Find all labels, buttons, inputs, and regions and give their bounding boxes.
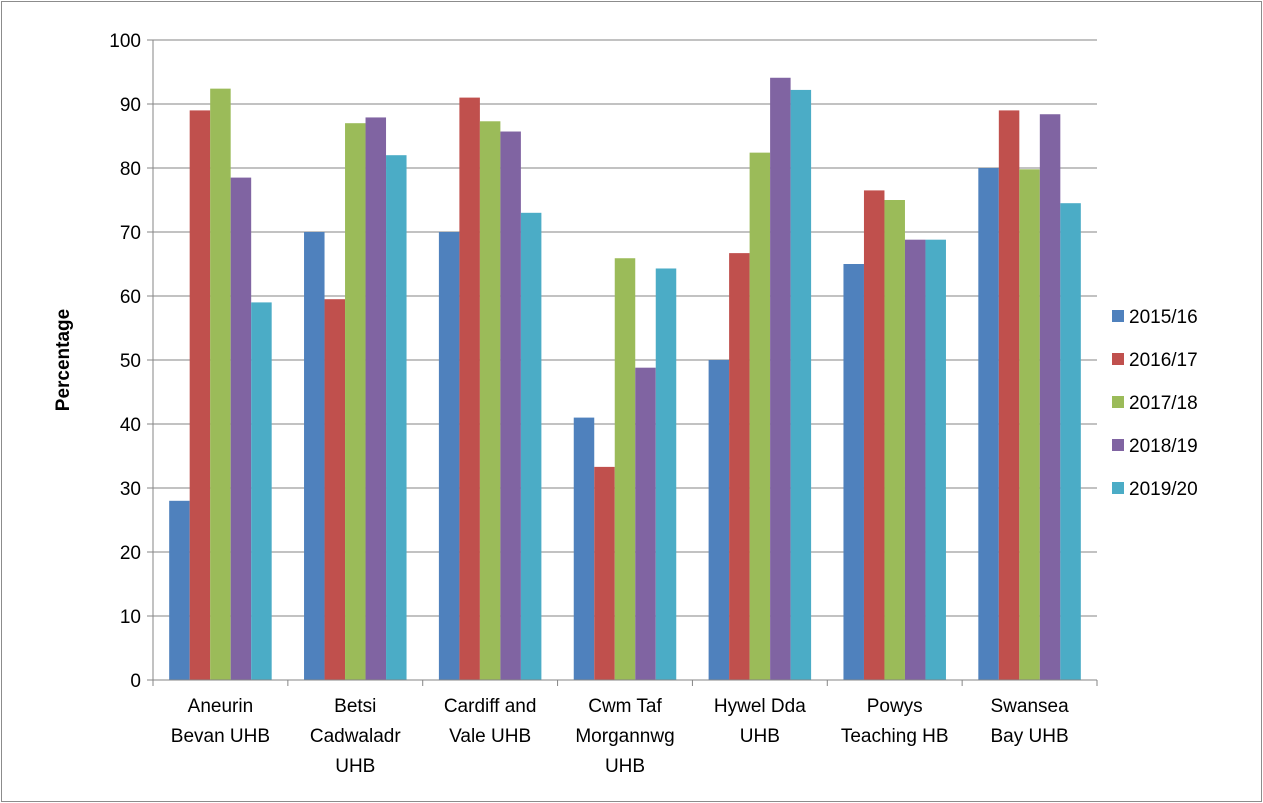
y-tick-label: 10 <box>120 607 141 628</box>
bar <box>594 466 615 680</box>
legend-label: 2017/18 <box>1129 393 1198 414</box>
x-category-label: Swansea <box>990 696 1069 717</box>
bar <box>251 302 272 680</box>
bar <box>1039 114 1061 681</box>
legend-swatch <box>1112 396 1124 408</box>
bar <box>863 190 885 680</box>
legend-label: 2019/20 <box>1129 479 1198 500</box>
bar <box>210 88 231 680</box>
y-tick-label: 100 <box>109 31 141 52</box>
bar <box>770 77 791 680</box>
bar <box>189 110 211 680</box>
x-category-label: Bevan UHB <box>171 726 270 747</box>
bar <box>500 131 521 680</box>
y-tick-label: 0 <box>130 671 141 692</box>
bar <box>843 264 864 680</box>
bar <box>573 417 595 680</box>
x-category-label: UHB <box>605 756 645 777</box>
y-tick-label: 90 <box>120 95 141 116</box>
bar <box>708 360 730 680</box>
bar <box>749 152 771 680</box>
y-tick-label: 40 <box>120 415 141 436</box>
y-axis-title: Percentage <box>53 309 74 411</box>
y-tick-label: 70 <box>120 223 141 244</box>
x-category-label: UHB <box>335 756 375 777</box>
bar <box>230 177 252 680</box>
x-category-label: Powys <box>867 696 923 717</box>
x-category-label: Cardiff and <box>444 696 537 717</box>
bar <box>904 239 926 680</box>
y-tick-label: 60 <box>120 287 141 308</box>
bar <box>479 121 501 680</box>
x-category-label: UHB <box>740 726 780 747</box>
bar <box>324 299 346 680</box>
x-category-label: Bay UHB <box>991 726 1069 747</box>
legend-swatch <box>1112 353 1124 365</box>
y-tick-label: 30 <box>120 479 141 500</box>
x-category-label: Cadwaladr <box>310 726 401 747</box>
bar <box>978 168 999 680</box>
legend-label: 2015/16 <box>1129 307 1198 328</box>
bars <box>169 77 1081 681</box>
legend-swatch <box>1112 482 1124 494</box>
legend: 2015/16 2016/17 2017/18 2018/19 2019/20 <box>1112 307 1198 500</box>
bar <box>729 253 750 680</box>
bar <box>386 155 407 680</box>
x-category-label: Hywel Dda <box>714 696 806 717</box>
bar <box>438 232 460 680</box>
bar <box>1060 203 1081 680</box>
x-category-label: Morgannwg <box>575 726 674 747</box>
axes <box>147 39 1098 686</box>
bar <box>614 258 636 680</box>
legend-swatch <box>1112 439 1124 451</box>
bar <box>345 123 366 680</box>
bar <box>790 89 812 681</box>
axis-labels: 0 10 20 30 40 50 60 70 80 90 100 Aneurin Bevan UHB Be… <box>109 31 1069 777</box>
y-tick-label: 20 <box>120 543 141 564</box>
x-category-label: Cwm Taf <box>588 696 662 717</box>
y-tick-label: 50 <box>120 351 141 372</box>
x-category-label: Vale UHB <box>449 726 531 747</box>
x-category-label: Betsi <box>334 696 376 717</box>
x-category-label: Teaching HB <box>841 726 949 747</box>
y-tick-label: 80 <box>120 159 141 180</box>
legend-swatch <box>1112 310 1124 322</box>
bar <box>1019 169 1040 680</box>
bar <box>655 268 677 680</box>
legend-label: 2018/19 <box>1129 436 1198 457</box>
x-category-label: Aneurin <box>188 696 254 717</box>
bar <box>459 97 480 681</box>
bar <box>365 117 387 680</box>
bar <box>925 239 946 680</box>
legend-label: 2016/17 <box>1129 350 1198 371</box>
bar <box>520 212 542 681</box>
bar <box>998 110 1020 680</box>
bar <box>635 367 656 680</box>
bar <box>304 232 325 680</box>
bar <box>169 500 190 680</box>
bar <box>884 200 905 680</box>
